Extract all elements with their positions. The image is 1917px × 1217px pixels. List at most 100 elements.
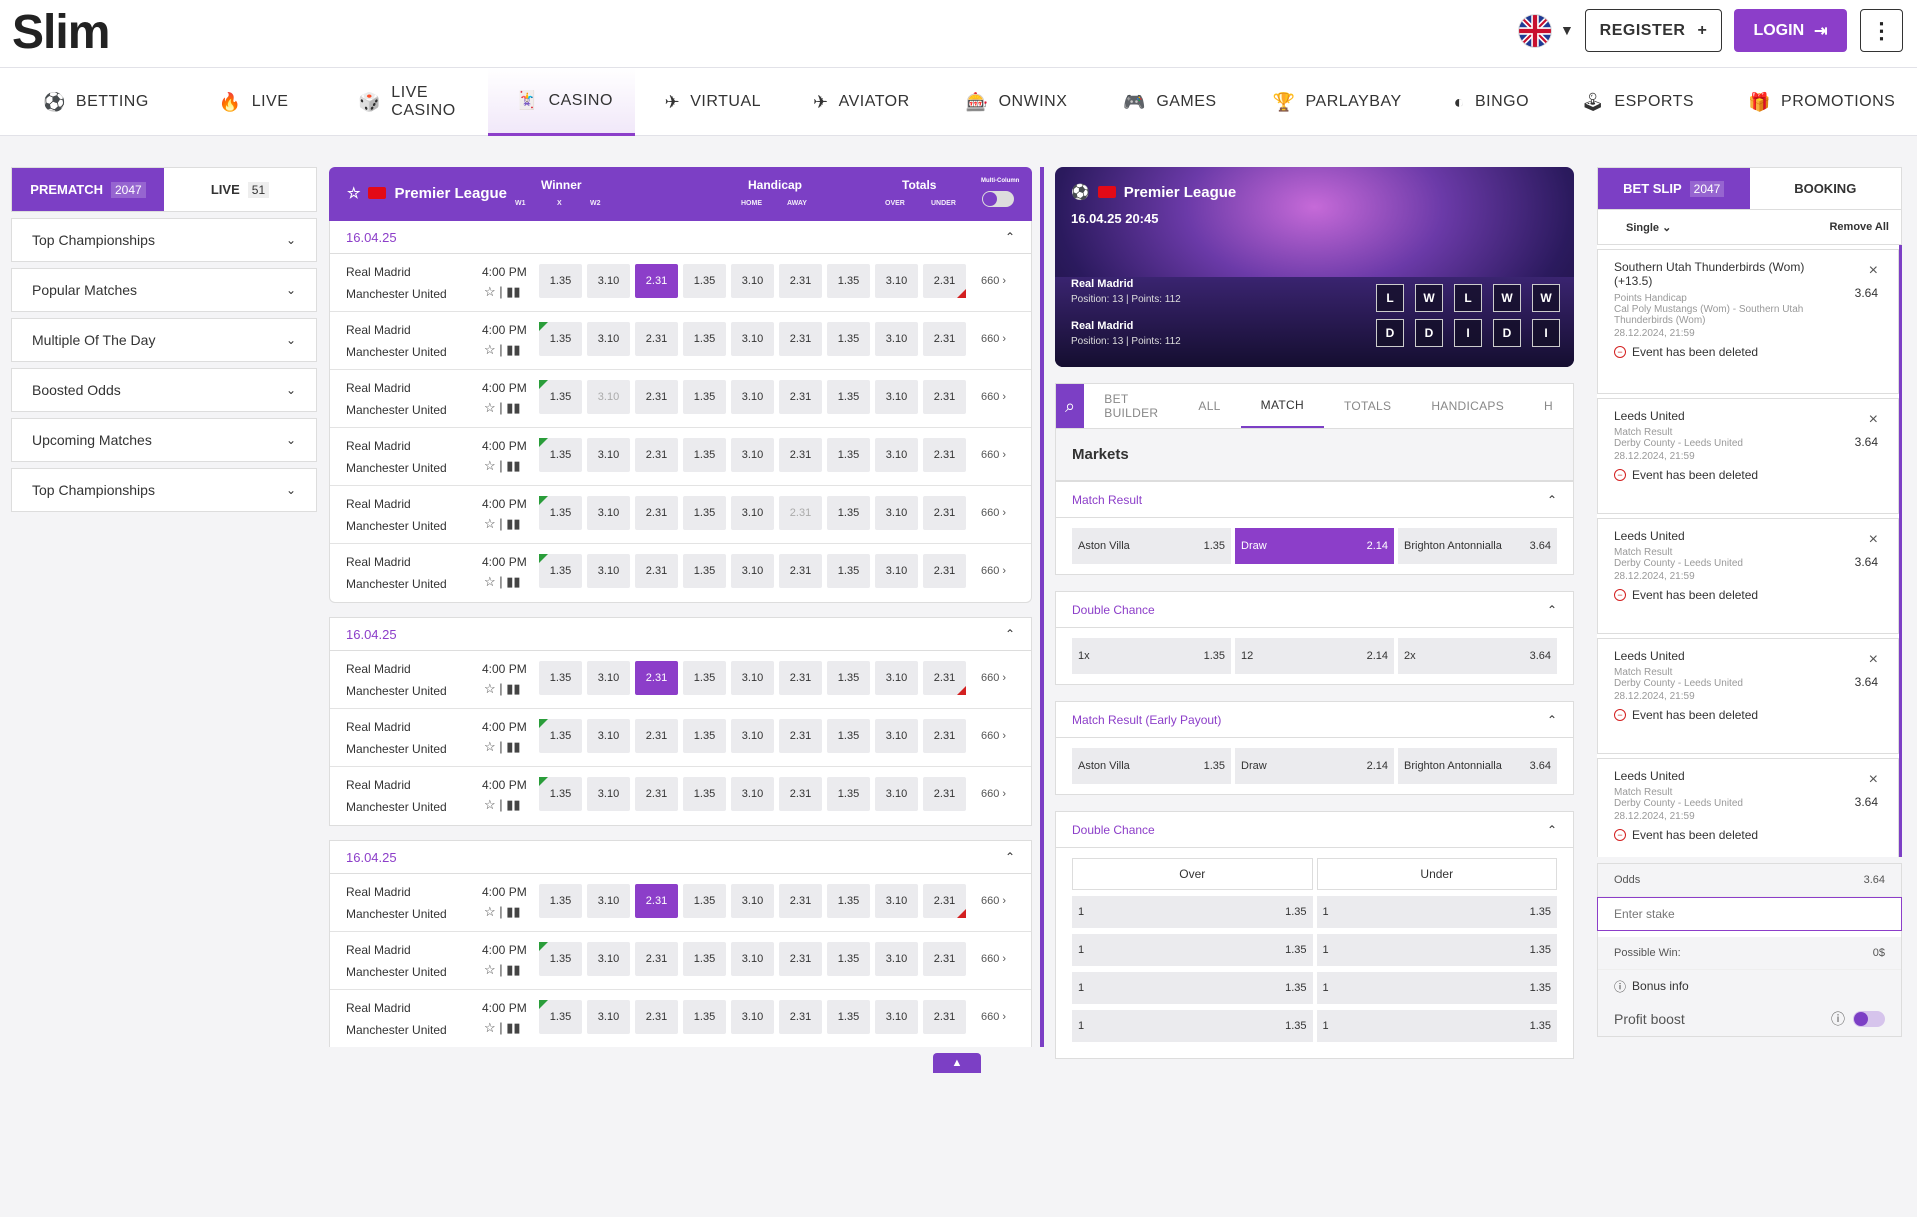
tab-match[interactable]: MATCH: [1240, 384, 1324, 428]
odd-button[interactable]: 1 1.35: [1316, 896, 1557, 928]
odd-button[interactable]: 1.35: [827, 777, 870, 811]
remove-all-button[interactable]: Remove All: [1829, 221, 1889, 233]
odd-button[interactable]: 2.31: [779, 719, 822, 753]
odd-button[interactable]: 1.35: [827, 264, 870, 298]
odd-button[interactable]: 3.10: [875, 438, 918, 472]
odd-button[interactable]: 1.35: [683, 884, 726, 918]
odd-button[interactable]: 2.31: [779, 264, 822, 298]
odd-button[interactable]: 3.10: [587, 438, 630, 472]
odd-button[interactable]: 3.10: [587, 942, 630, 976]
stats-icon[interactable]: ▮▮: [506, 458, 521, 473]
more-markets-link[interactable]: 660 ›: [981, 565, 1006, 577]
odd-button[interactable]: 2.31: [923, 719, 966, 753]
odd-button[interactable]: 3.10: [587, 380, 630, 414]
odd-button[interactable]: 1.35: [683, 496, 726, 530]
more-markets-link[interactable]: 660 ›: [981, 333, 1006, 345]
more-markets-link[interactable]: 660 ›: [981, 672, 1006, 684]
odd-button[interactable]: 2.31: [779, 322, 822, 356]
odd-button[interactable]: 2.31: [779, 380, 822, 414]
register-button[interactable]: REGISTER +: [1585, 9, 1722, 52]
close-icon[interactable]: ×: [1868, 771, 1878, 788]
odd-button[interactable]: 1.35: [539, 322, 582, 356]
odd-button[interactable]: 1.35: [683, 554, 726, 588]
event-row[interactable]: Real Madrid Manchester United 4:00 PM ☆ | ▮…: [330, 428, 1031, 486]
odd-button[interactable]: 1 1.35: [1316, 972, 1557, 1004]
stats-icon[interactable]: ▮▮: [506, 1020, 521, 1035]
tab-all[interactable]: ALL: [1198, 399, 1221, 413]
odd-button[interactable]: 1.35: [539, 719, 582, 753]
more-markets-link[interactable]: 660 ›: [981, 895, 1006, 907]
odd-button[interactable]: 3.10: [731, 777, 774, 811]
odd-button[interactable]: 1.35: [827, 380, 870, 414]
sidebar-item-top-championships[interactable]: Top Championships ⌄: [11, 218, 317, 262]
event-row[interactable]: Real Madrid Manchester United 4:00 PM ☆ | ▮…: [330, 544, 1031, 602]
nav-betting[interactable]: ⚽ BETTING: [0, 68, 173, 136]
more-markets-link[interactable]: 660 ›: [981, 275, 1006, 287]
odd-button[interactable]: 1.35: [539, 554, 582, 588]
market-header[interactable]: Double Chance ⌃: [1056, 812, 1573, 848]
odd-button[interactable]: 1.35: [827, 942, 870, 976]
event-row[interactable]: Real Madrid Manchester United 4:00 PM ☆ | ▮…: [330, 767, 1031, 825]
odd-button[interactable]: 3.10: [875, 496, 918, 530]
sidebar-item-top-championships-2[interactable]: Top Championships ⌄: [11, 468, 317, 512]
more-markets-link[interactable]: 660 ›: [981, 449, 1006, 461]
odd-button[interactable]: 1.35: [683, 380, 726, 414]
star-icon[interactable]: ☆: [484, 342, 496, 357]
close-icon[interactable]: ×: [1868, 262, 1878, 279]
scroll-up-button[interactable]: ▲: [933, 1053, 981, 1073]
more-markets-link[interactable]: 660 ›: [981, 788, 1006, 800]
odd-button[interactable]: 3.10: [875, 554, 918, 588]
odd-button[interactable]: 1 1.35: [1316, 1010, 1557, 1042]
stats-icon[interactable]: ▮▮: [506, 516, 521, 531]
event-row[interactable]: Real Madrid Manchester United 4:00 PM ☆ | ▮…: [330, 874, 1031, 932]
odd-button[interactable]: 1 1.35: [1316, 934, 1557, 966]
odd-button[interactable]: 3.10: [731, 264, 774, 298]
odd-button[interactable]: 1.35: [827, 1000, 870, 1034]
stats-icon[interactable]: ▮▮: [506, 681, 521, 696]
nav-live-casino[interactable]: 🎲 LIVE CASINO: [312, 68, 479, 136]
tab-prematch[interactable]: PREMATCH 2047: [12, 168, 164, 211]
scrollbar[interactable]: [1040, 167, 1044, 1047]
odd-button[interactable]: 3.10: [731, 1000, 774, 1034]
market-header[interactable]: Match Result ⌃: [1056, 482, 1573, 518]
date-header[interactable]: 16.04.25 ⌃: [330, 221, 1031, 254]
nav-parlaybay[interactable]: 🏆 PARLAYBAY: [1241, 68, 1426, 136]
odd-button[interactable]: 2.31: [635, 942, 678, 976]
stats-icon[interactable]: ▮▮: [506, 962, 521, 977]
event-row[interactable]: Real Madrid Manchester United 4:00 PM ☆ | ▮…: [330, 709, 1031, 767]
close-icon[interactable]: ×: [1868, 531, 1878, 548]
odd-button[interactable]: 2.31: [635, 496, 678, 530]
odd-button[interactable]: 3.10: [731, 380, 774, 414]
star-icon[interactable]: ☆: [484, 962, 496, 977]
odd-button[interactable]: 2.31: [779, 1000, 822, 1034]
odd-button[interactable]: 3.10: [587, 496, 630, 530]
odd-button[interactable]: 3.10: [587, 777, 630, 811]
odd-button[interactable]: 1.35: [539, 777, 582, 811]
odd-button[interactable]: 2.31: [923, 380, 966, 414]
uk-flag-icon[interactable]: [1518, 14, 1552, 48]
odd-button[interactable]: 3.10: [875, 264, 918, 298]
odd-button[interactable]: 2.31: [923, 1000, 966, 1034]
odd-button[interactable]: 2.31: [779, 661, 822, 695]
odd-button[interactable]: 2.31: [635, 322, 678, 356]
odd-button[interactable]: 1.35: [683, 777, 726, 811]
odd-button[interactable]: 3.10: [731, 661, 774, 695]
stats-icon[interactable]: ▮▮: [506, 342, 521, 357]
odd-button[interactable]: 3.10: [875, 942, 918, 976]
odd-button[interactable]: 2.31: [779, 942, 822, 976]
nav-onwinx[interactable]: 🎰 ONWINX: [934, 68, 1092, 136]
star-icon[interactable]: ☆: [484, 904, 496, 919]
nav-virtual[interactable]: ✈ VIRTUAL: [635, 68, 785, 136]
odd-button[interactable]: 2.31: [635, 719, 678, 753]
odd-button[interactable]: 2.31: [923, 554, 966, 588]
close-icon[interactable]: ×: [1868, 651, 1878, 668]
odd-button[interactable]: Aston Villa 1.35: [1072, 748, 1231, 784]
date-header[interactable]: 16.04.25 ⌃: [330, 618, 1031, 651]
info-icon[interactable]: ⓘ: [1831, 1011, 1845, 1027]
star-icon[interactable]: ☆: [484, 458, 496, 473]
chevron-down-icon[interactable]: ▼: [1560, 22, 1574, 38]
odd-button[interactable]: Brighton Antonnialla 3.64: [1398, 528, 1557, 564]
star-icon[interactable]: ☆: [484, 1020, 496, 1035]
event-row[interactable]: Real Madrid Manchester United 4:00 PM ☆ | ▮…: [330, 486, 1031, 544]
odd-button[interactable]: 1.35: [827, 322, 870, 356]
